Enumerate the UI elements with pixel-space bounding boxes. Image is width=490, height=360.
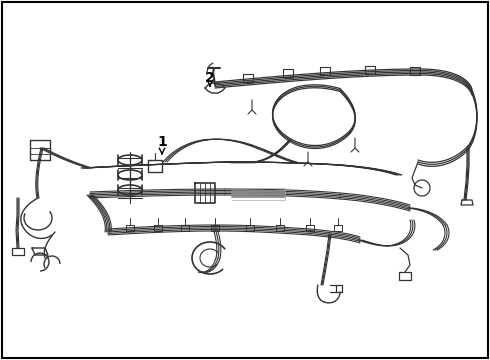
Text: 2: 2: [205, 71, 215, 85]
Text: 1: 1: [157, 135, 167, 149]
